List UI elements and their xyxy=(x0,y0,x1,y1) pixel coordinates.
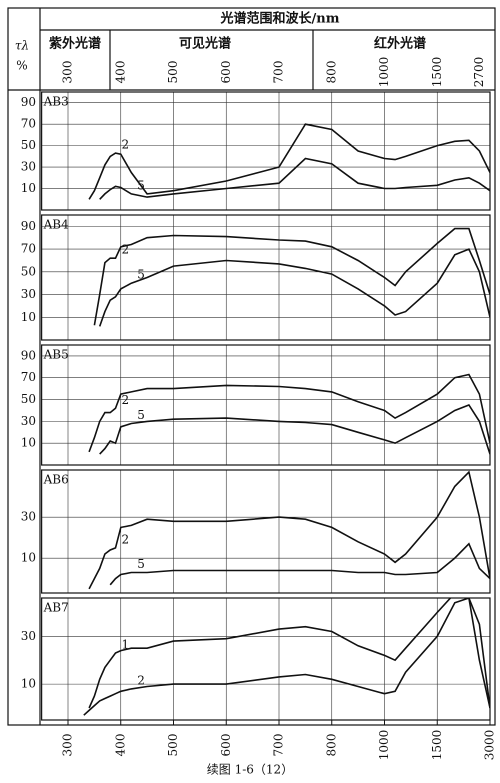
top-x-tick-label: 400 xyxy=(113,61,127,84)
top-x-tick-label: 300 xyxy=(61,61,75,84)
caption: 续图 1-6（12） xyxy=(207,763,293,777)
top-x-tick-label: 1500 xyxy=(430,57,444,88)
panel-frame xyxy=(41,344,491,466)
line-series xyxy=(88,123,490,200)
line-series xyxy=(93,227,490,326)
header-title: 光谱范围和波长/nm xyxy=(220,11,340,27)
x-tick-label: 1500 xyxy=(430,730,444,761)
y-tick-label: 70 xyxy=(21,370,36,384)
series-label: 5 xyxy=(137,268,145,282)
y-tick-label: 10 xyxy=(21,436,36,450)
line-series xyxy=(99,404,490,455)
panel-frame xyxy=(41,91,491,211)
y-unit: % xyxy=(16,59,27,73)
y-tick-label: 30 xyxy=(21,160,36,174)
top-x-tick-label: 2700 xyxy=(472,57,486,88)
line-series xyxy=(88,598,490,709)
y-tick-label: 90 xyxy=(21,95,36,109)
top-x-tick-label: 600 xyxy=(219,61,233,84)
x-tick-label: 600 xyxy=(219,734,233,757)
x-tick-label: 300 xyxy=(61,734,75,757)
series-label: 5 xyxy=(137,557,145,571)
top-x-tick-label: 700 xyxy=(272,61,286,84)
y-tick-label: 10 xyxy=(21,677,36,691)
series-label: 5 xyxy=(137,408,145,422)
panel-frame xyxy=(41,469,491,594)
line-series xyxy=(98,248,490,327)
y-tick-label: 90 xyxy=(21,348,36,362)
y-tick-label: 30 xyxy=(21,414,36,428)
x-tick-label: 1000 xyxy=(377,730,391,761)
y-tick-label: 90 xyxy=(21,219,36,233)
line-series xyxy=(88,470,490,590)
y-tick-label: 70 xyxy=(21,117,36,131)
y-tick-label: 10 xyxy=(21,181,36,195)
y-tick-label: 50 xyxy=(21,392,36,406)
region-label: 紫外光谱 xyxy=(49,36,101,52)
x-tick-label: 500 xyxy=(166,734,180,757)
top-x-tick-label: 500 xyxy=(166,61,180,84)
panel-title: AB4 xyxy=(43,218,69,232)
y-label: τλ xyxy=(15,39,29,53)
region-label: 红外光谱 xyxy=(374,36,426,52)
series-label: 5 xyxy=(137,178,145,192)
panel-frame xyxy=(41,214,491,341)
series-label: 2 xyxy=(121,138,129,152)
y-tick-label: 50 xyxy=(21,138,36,152)
series-label: 2 xyxy=(121,532,129,546)
x-tick-label: 3000 xyxy=(483,730,497,761)
top-x-tick-label: 1000 xyxy=(377,57,391,88)
panel-frame xyxy=(41,597,491,721)
y-tick-label: 30 xyxy=(21,287,36,301)
x-tick-label: 800 xyxy=(324,734,338,757)
y-tick-label: 10 xyxy=(21,551,36,565)
panel-title: AB7 xyxy=(43,601,69,615)
y-tick-label: 30 xyxy=(21,629,36,643)
top-x-tick-label: 800 xyxy=(324,61,338,84)
line-series xyxy=(99,157,490,200)
y-tick-label: 10 xyxy=(21,310,36,324)
series-label: 1 xyxy=(121,638,129,652)
panel-title: AB6 xyxy=(43,473,69,487)
line-series xyxy=(109,542,490,586)
y-tick-label: 70 xyxy=(21,242,36,256)
series-label: 2 xyxy=(121,243,129,257)
outer-frame xyxy=(7,7,496,726)
line-series xyxy=(88,373,490,453)
region-label: 可见光谱 xyxy=(179,36,231,52)
y-tick-label: 30 xyxy=(21,510,36,524)
panel-title: AB5 xyxy=(43,348,69,362)
x-tick-label: 700 xyxy=(272,734,286,757)
panel-title: AB3 xyxy=(43,95,69,109)
series-label: 2 xyxy=(121,393,129,407)
series-label: 2 xyxy=(137,673,145,687)
line-series xyxy=(83,598,490,716)
y-tick-label: 50 xyxy=(21,264,36,278)
x-tick-label: 400 xyxy=(113,734,127,757)
